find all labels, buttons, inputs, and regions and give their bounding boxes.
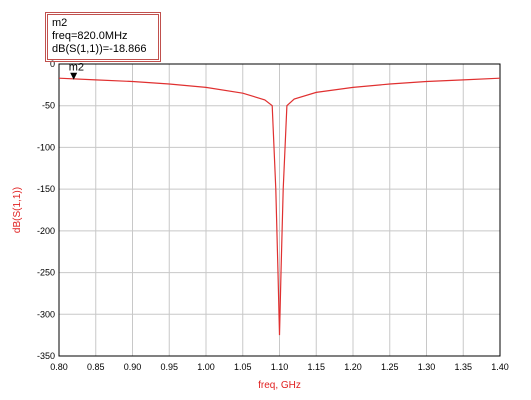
- x-tick-label: 1.40: [491, 362, 509, 372]
- y-tick-labels: 0 -50 -100 -150 -200 -250 -300 -350: [37, 59, 55, 361]
- marker-readout-name: m2: [52, 17, 68, 29]
- y-tick-label: -150: [37, 184, 55, 194]
- s11-series-line: [58, 77, 501, 336]
- x-tick-label: 1.05: [234, 362, 252, 372]
- marker-readout-freq: freq=820.0MHz: [52, 30, 128, 42]
- x-tick-label: 0.85: [87, 362, 105, 372]
- marker-readout[interactable]: m2 freq=820.0MHz dB(S(1,1))=-18.866: [45, 12, 161, 62]
- x-tick-label: 0.95: [160, 362, 178, 372]
- marker-readout-value: dB(S(1,1))=-18.866: [52, 43, 147, 55]
- x-tick-label: 0.80: [50, 362, 68, 372]
- y-axis-label: dB(S(1,1)): [12, 187, 23, 233]
- x-tick-label: 1.25: [381, 362, 399, 372]
- x-tick-label: 1.35: [454, 362, 472, 372]
- x-tick-label: 1.20: [344, 362, 362, 372]
- x-tick-label: 1.10: [271, 362, 289, 372]
- x-tick-label: 1.30: [418, 362, 436, 372]
- marker-triangle-icon[interactable]: [70, 72, 78, 80]
- x-tick-label: 1.00: [197, 362, 215, 372]
- plot-frame: [58, 63, 501, 357]
- y-tick-label: -50: [42, 101, 55, 111]
- y-tick-label: 0: [50, 59, 55, 69]
- marker-label: m2: [69, 62, 84, 74]
- x-axis-label: freq, GHz: [258, 380, 301, 391]
- y-tick-label: -200: [37, 226, 55, 236]
- y-tick-label: -250: [37, 268, 55, 278]
- y-tick-label: -350: [37, 351, 55, 361]
- y-tick-label: -300: [37, 309, 55, 319]
- x-tick-labels: 0.80 0.85 0.90 0.95 1.00 1.05 1.10 1.15 1.20 1.25…: [50, 362, 509, 372]
- x-tick-label: 1.15: [307, 362, 325, 372]
- x-tick-label: 0.90: [124, 362, 142, 372]
- y-tick-label: -100: [37, 142, 55, 152]
